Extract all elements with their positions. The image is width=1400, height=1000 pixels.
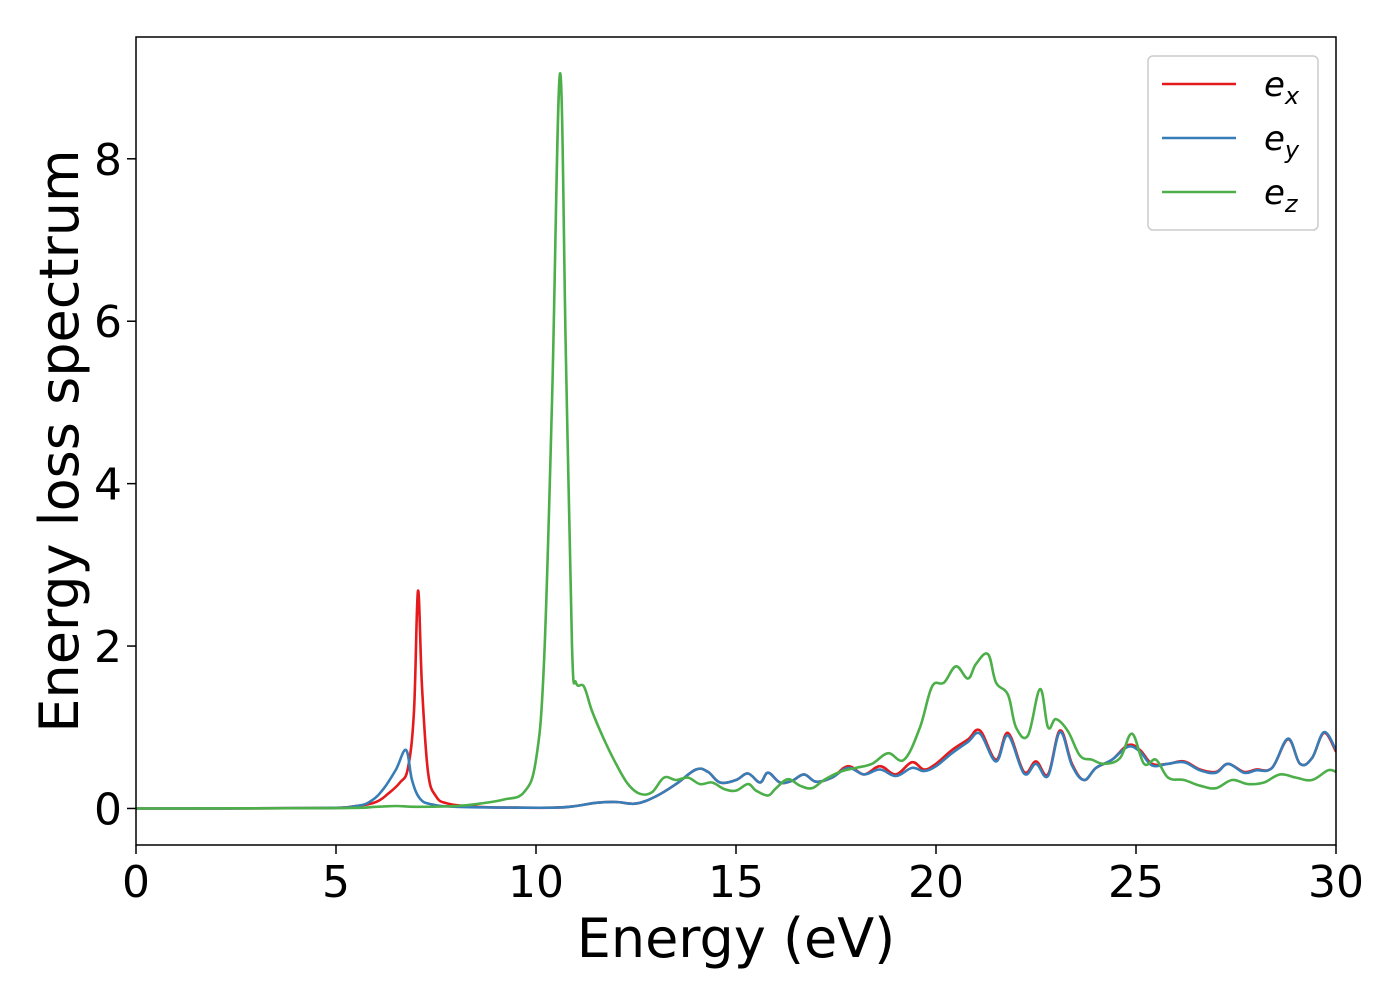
series-line-x [136,589,1336,810]
x-tick-label: 5 [322,857,350,908]
x-tick-label: 25 [1108,857,1164,908]
x-tick-label: 20 [908,857,964,908]
x-tick-label: 30 [1308,857,1364,908]
ticks-layer: 0 5 10 15 20 25 30 0 2 4 6 8 [94,135,1364,908]
x-tick-label: 0 [122,857,150,908]
legend-entry-y: ey [1264,119,1300,164]
legend-entry-x: ex [1264,65,1300,110]
y-tick-label: 4 [94,460,122,511]
series-layer [136,72,1336,810]
y-tick-label: 0 [94,784,122,835]
legend-entry-z: ez [1264,173,1299,218]
legend: ex ey ez [1147,55,1319,231]
x-axis-label: Energy (eV) [577,907,896,970]
x-tick-label: 10 [508,857,564,908]
y-tick-label: 8 [94,135,122,186]
x-tick-label: 15 [708,857,764,908]
y-tick-label: 6 [94,297,122,348]
y-tick-label: 2 [94,622,122,673]
series-line-z [136,72,1336,810]
y-axis-label: Energy loss spectrum [28,149,91,732]
legend-box [1147,55,1319,231]
series-line-y [136,730,1336,810]
